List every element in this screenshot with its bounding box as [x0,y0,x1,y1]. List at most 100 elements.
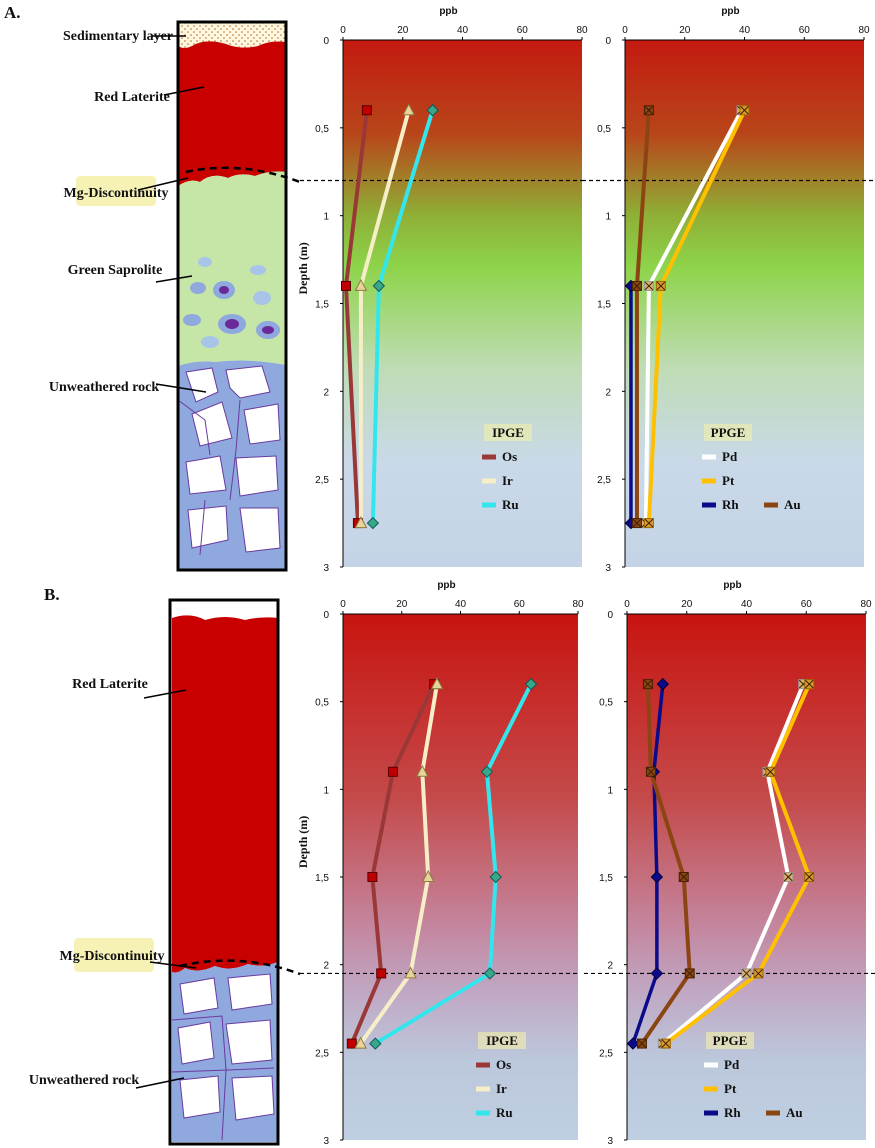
soil-profile-b [168,598,280,1146]
profile-a-frame [176,20,288,572]
legend-title-highlight [706,1032,754,1049]
plot-area [625,40,864,567]
legend-title: PPGE [711,425,746,440]
mg-label-highlight-b [74,938,154,972]
y-tick-label: 1,5 [315,300,329,311]
point-ru [489,870,502,884]
label-mg-discontinuity-b: Mg-Discontinuity [60,949,165,964]
point-os [376,968,387,979]
arrow-mg-b [149,961,197,969]
legend-title-highlight [478,1032,526,1049]
legend-label-ir: Ir [496,1081,507,1096]
point-os [346,1038,357,1049]
point-ru [480,765,494,779]
x-tick-label: 0 [340,599,346,610]
legend-label-au: Au [784,497,801,512]
soil-profile-a [176,20,288,572]
arrow-rock-b [135,1077,185,1089]
x-axis-title: ppb [437,580,455,591]
y-tick-label: 0 [605,36,611,47]
point-ir [430,677,444,690]
x-tick-label: 60 [514,599,526,610]
point-ir [402,103,416,116]
legend-title: IPGE [492,425,524,440]
legend-label-pd: Pd [722,449,738,464]
y-tick-label: 0,5 [599,698,613,709]
point-ru [366,516,380,530]
x-tick-label: 20 [397,25,409,36]
y-tick-label: 2 [323,387,329,398]
legend-title: IPGE [486,1033,518,1048]
legend-label-pd: Pd [724,1057,740,1072]
y-tick-label: 1,5 [599,873,613,884]
unweathered-rock-b [171,962,278,1142]
point-ir [404,966,417,979]
x-tick-label: 20 [679,25,691,36]
y-tick-label: 1 [605,212,611,223]
x-tick-label: 0 [622,25,628,36]
x-tick-label: 80 [860,599,872,610]
y-tick-label: 1,5 [315,873,329,884]
x-axis-title: ppb [721,6,739,17]
y-tick-label: 0,5 [597,124,611,135]
y-tick-label: 3 [323,1136,329,1147]
red-laterite-layer [178,41,286,186]
legend-label-rh: Rh [724,1105,741,1120]
legend-label-rh: Rh [722,497,739,512]
arrow-laterite-b [143,689,187,699]
sedimentary-layer [178,22,286,48]
x-tick-label: 80 [576,25,588,36]
point-os [361,105,372,116]
profile-b-labels: Red Laterite Mg-Discontinuity Unweathere… [29,677,197,1089]
y-tick-label: 2,5 [315,475,329,486]
point-ru [524,677,538,691]
y-tick-label: 0,5 [315,124,329,135]
x-tick-label: 40 [457,25,469,36]
label-green-saprolite: Green Saprolite [68,263,163,278]
y-tick-label: 0,5 [315,698,329,709]
y-tick-label: 1 [323,212,329,223]
label-red-laterite-b: Red Laterite [72,677,148,692]
x-tick-label: 40 [455,599,467,610]
point-rh [650,870,664,884]
arrow-mg-a [137,177,189,191]
chart-b-ipge: 0 20 40 60 80 ppb 0 0,5 1 1,5 2 2,5 3 Depth (m) IPGE Os… [296,580,584,1147]
profile-b-frame [168,598,280,1146]
point-ir [354,516,368,529]
y-tick-label: 3 [605,563,611,574]
x-tick-label: 40 [741,599,753,610]
x-tick-label: 0 [340,25,346,36]
point-rh [626,1037,640,1050]
x-axis-title: ppb [723,580,741,591]
x-tick-label: 80 [858,25,870,36]
x-tick-label: 0 [624,599,630,610]
y-tick-label: 2,5 [599,1048,613,1059]
profile-a-labels: Sedimentary layer Red Laterite Mg-Discon… [49,29,207,395]
point-ir [415,764,429,777]
point-rh [650,967,664,980]
y-axis-title: Depth (m) [296,816,310,868]
x-tick-label: 20 [396,599,408,610]
point-ir [354,1036,367,1049]
y-tick-label: 2 [607,961,613,972]
legend-label-ru: Ru [496,1105,513,1120]
y-tick-label: 3 [323,563,329,574]
y-tick-label: 2 [605,387,611,398]
chart-a-ppge: 0 20 40 60 80 ppb 0 0,5 1 1,5 2 2,5 3 PPGE Pd Pt Rh Au [582,6,874,574]
legend-label-os: Os [496,1057,511,1072]
arrow-saprolite [155,275,193,283]
y-tick-label: 1,5 [597,300,611,311]
legend-title-highlight [704,424,752,441]
point-os [367,872,378,882]
x-tick-label: 40 [739,25,751,36]
arrow-rock-a [155,383,207,393]
legend-label-ir: Ir [502,473,513,488]
legend-label-ru: Ru [502,497,519,512]
y-tick-label: 2,5 [315,1048,329,1059]
x-axis-title: ppb [439,6,457,17]
label-unweathered-rock-b: Unweathered rock [29,1073,140,1088]
legend-label-pt: Pt [724,1081,737,1096]
point-ru [483,967,497,980]
y-tick-label: 2 [323,961,329,972]
